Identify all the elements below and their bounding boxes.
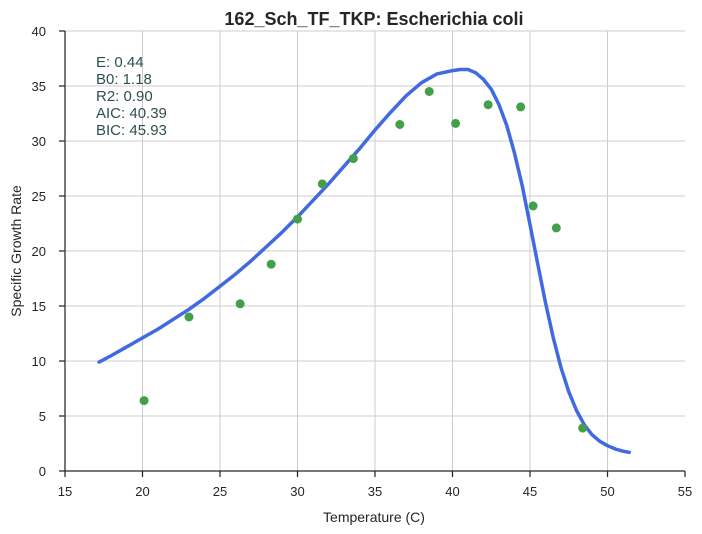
fit-stat-value: 0.44: [110, 54, 143, 71]
x-tick-label: 20: [135, 484, 149, 499]
y-tick-label: 40: [32, 24, 46, 39]
grid: [65, 30, 685, 471]
fit-stat-line: R2: 0.90: [96, 88, 153, 105]
fit-stat-value: 45.93: [125, 122, 167, 139]
x-tick-label: 25: [213, 484, 227, 499]
data-point: [184, 312, 194, 322]
fit-stat-line: BIC: 45.93: [96, 122, 167, 139]
x-tick-label: 30: [290, 484, 304, 499]
fit-stat-label: AIC:: [96, 105, 125, 122]
data-point: [528, 201, 538, 211]
data-point: [516, 102, 526, 112]
fit-stat-label: BIC:: [96, 122, 125, 139]
y-tick-label: 35: [32, 79, 46, 94]
y-ticks: 0 5 10 15 20 25 30 35 40: [32, 24, 65, 479]
x-tick-label: 15: [58, 484, 72, 499]
fit-stat-label: E:: [96, 54, 110, 71]
y-tick-label: 5: [39, 409, 46, 424]
fit-stat-value: 1.18: [119, 71, 152, 88]
data-points: [139, 87, 588, 433]
y-axis-label: Specific Growth Rate: [8, 185, 24, 317]
data-point: [451, 118, 461, 128]
y-tick-label: 30: [32, 134, 46, 149]
fit-stat-line: E: 0.44: [96, 54, 144, 71]
x-ticks: 15 20 25 30 35 40 45 50 55: [58, 471, 692, 499]
data-point: [235, 299, 245, 309]
data-point: [139, 396, 149, 406]
x-tick-label: 40: [445, 484, 459, 499]
fitted-curve: [97, 67, 631, 455]
data-point: [317, 179, 327, 189]
fitted-curve-layer: [97, 67, 631, 455]
data-point: [483, 100, 493, 110]
data-point: [551, 223, 561, 233]
fit-stat-value: 40.39: [125, 105, 167, 122]
data-point: [424, 87, 434, 96]
data-point: [348, 154, 358, 164]
data-point: [293, 214, 302, 224]
y-tick-label: 20: [32, 244, 46, 259]
chart-title: 162_Sch_TF_TKP: Escherichia coli: [224, 9, 523, 29]
y-tick-label: 15: [32, 299, 46, 314]
x-axis-label: Temperature (C): [323, 509, 425, 525]
fit-stat-line: AIC: 40.39: [96, 105, 167, 122]
data-point: [578, 423, 588, 433]
data-point: [395, 120, 405, 129]
x-tick-label: 45: [523, 484, 537, 499]
y-tick-label: 0: [39, 464, 46, 479]
x-tick-label: 50: [600, 484, 614, 499]
fit-stat-label: R2:: [96, 88, 119, 105]
y-tick-label: 25: [32, 189, 46, 204]
fit-stat-value: 0.90: [119, 88, 152, 105]
y-tick-label: 10: [32, 354, 46, 369]
fit-stat-label: B0:: [96, 71, 119, 88]
data-point: [266, 259, 276, 269]
fit-stat-line: B0: 1.18: [96, 71, 152, 88]
x-tick-label: 35: [368, 484, 382, 499]
x-tick-label: 55: [678, 484, 692, 499]
